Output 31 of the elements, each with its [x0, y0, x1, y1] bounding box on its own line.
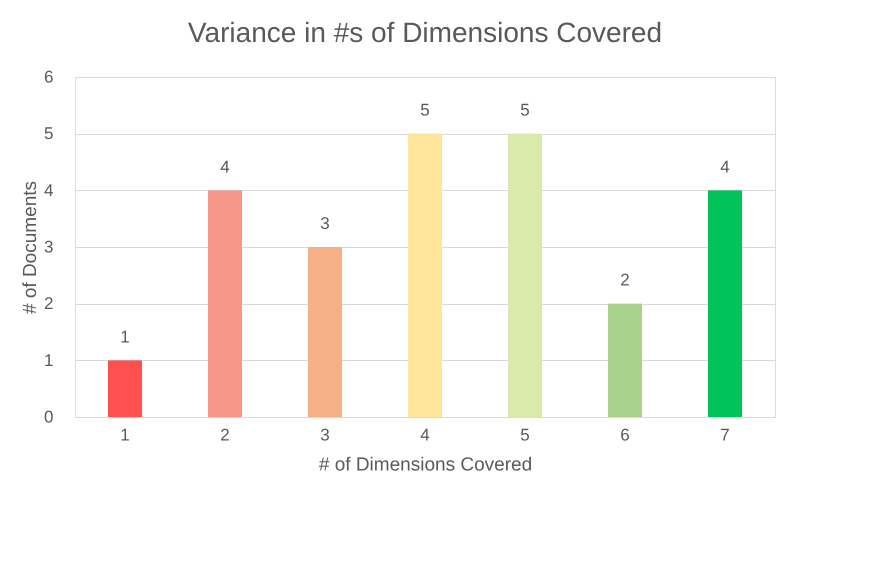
- bar: [108, 360, 142, 417]
- data-label: 5: [520, 100, 530, 120]
- y-tick-label: 2: [44, 294, 54, 314]
- y-tick-label: 5: [44, 124, 54, 144]
- data-label: 2: [620, 270, 630, 290]
- bar: [208, 190, 242, 417]
- x-tick-label: 1: [120, 426, 130, 444]
- data-label: 5: [420, 100, 430, 120]
- x-tick-label: 3: [320, 426, 330, 444]
- x-tick-label: 4: [420, 426, 430, 444]
- bar: [608, 304, 642, 417]
- y-tick-label: 1: [44, 350, 54, 370]
- bar: [408, 134, 442, 417]
- x-axis-title: # of Dimensions Covered: [318, 454, 532, 476]
- y-tick-label: 3: [44, 238, 54, 256]
- y-tick-label: 0: [44, 408, 54, 426]
- x-tick-label: 6: [620, 426, 630, 444]
- bar: [708, 190, 742, 417]
- bar: [508, 134, 542, 417]
- x-tick-label: 5: [520, 426, 530, 444]
- y-tick-label: 4: [44, 180, 54, 200]
- data-label: 3: [320, 214, 330, 233]
- data-label: 4: [220, 157, 230, 176]
- chart-title: Variance in #s of Dimensions Covered: [188, 17, 662, 48]
- data-label: 1: [120, 327, 130, 346]
- y-tick-label: 6: [44, 68, 54, 86]
- x-tick-label: 7: [720, 426, 730, 444]
- data-label: 4: [720, 157, 730, 176]
- y-axis-title: # of Documents: [20, 180, 42, 314]
- bar: [308, 247, 342, 417]
- x-tick-label: 2: [220, 426, 230, 444]
